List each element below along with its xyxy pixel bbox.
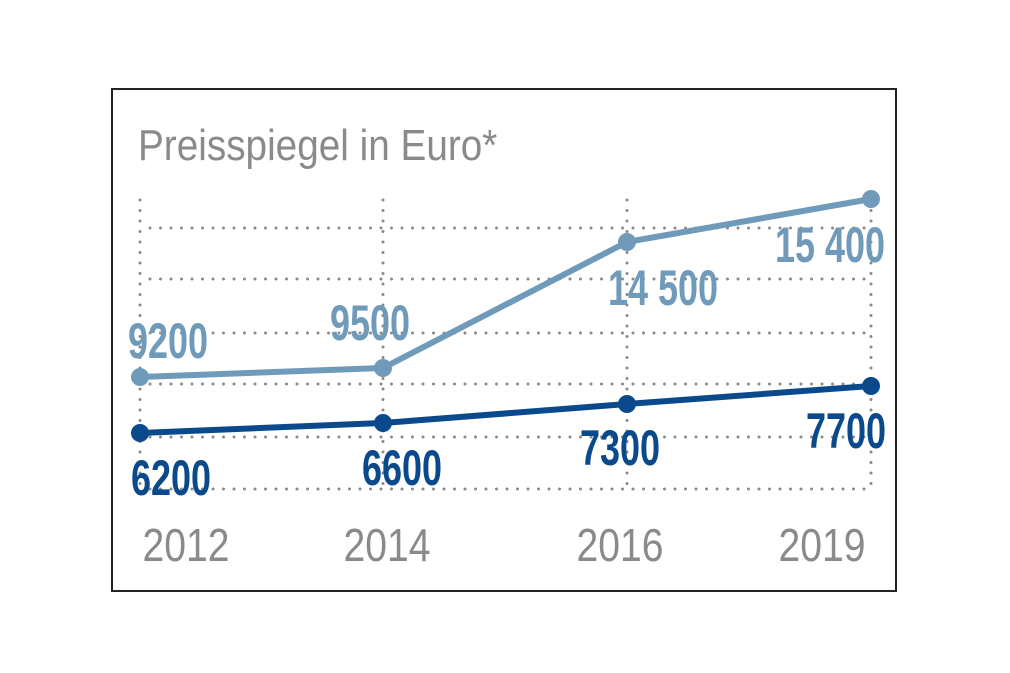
data-label: 9500 <box>330 296 410 351</box>
data-point <box>618 395 636 413</box>
chart-frame <box>111 88 897 592</box>
data-label: 7300 <box>580 421 660 476</box>
x-tick-label: 2016 <box>577 520 664 572</box>
data-point <box>862 377 880 395</box>
x-tick-label: 2012 <box>143 520 230 572</box>
data-point <box>131 424 149 442</box>
data-point <box>374 414 392 432</box>
x-tick-label: 2019 <box>779 520 866 572</box>
data-point <box>131 368 149 386</box>
series-line <box>139 383 872 436</box>
data-label: 7700 <box>806 404 886 459</box>
data-point <box>618 233 636 251</box>
data-point <box>374 359 392 377</box>
chart-title: Preisspiegel in Euro* <box>138 120 497 170</box>
data-label: 15 400 <box>775 218 885 273</box>
data-label: 9200 <box>128 314 208 369</box>
x-tick-label: 2014 <box>344 520 431 572</box>
data-label: 14 500 <box>608 261 718 316</box>
series-line <box>139 196 872 380</box>
data-point <box>862 190 880 208</box>
data-label: 6200 <box>131 451 211 506</box>
data-label: 6600 <box>362 441 442 496</box>
